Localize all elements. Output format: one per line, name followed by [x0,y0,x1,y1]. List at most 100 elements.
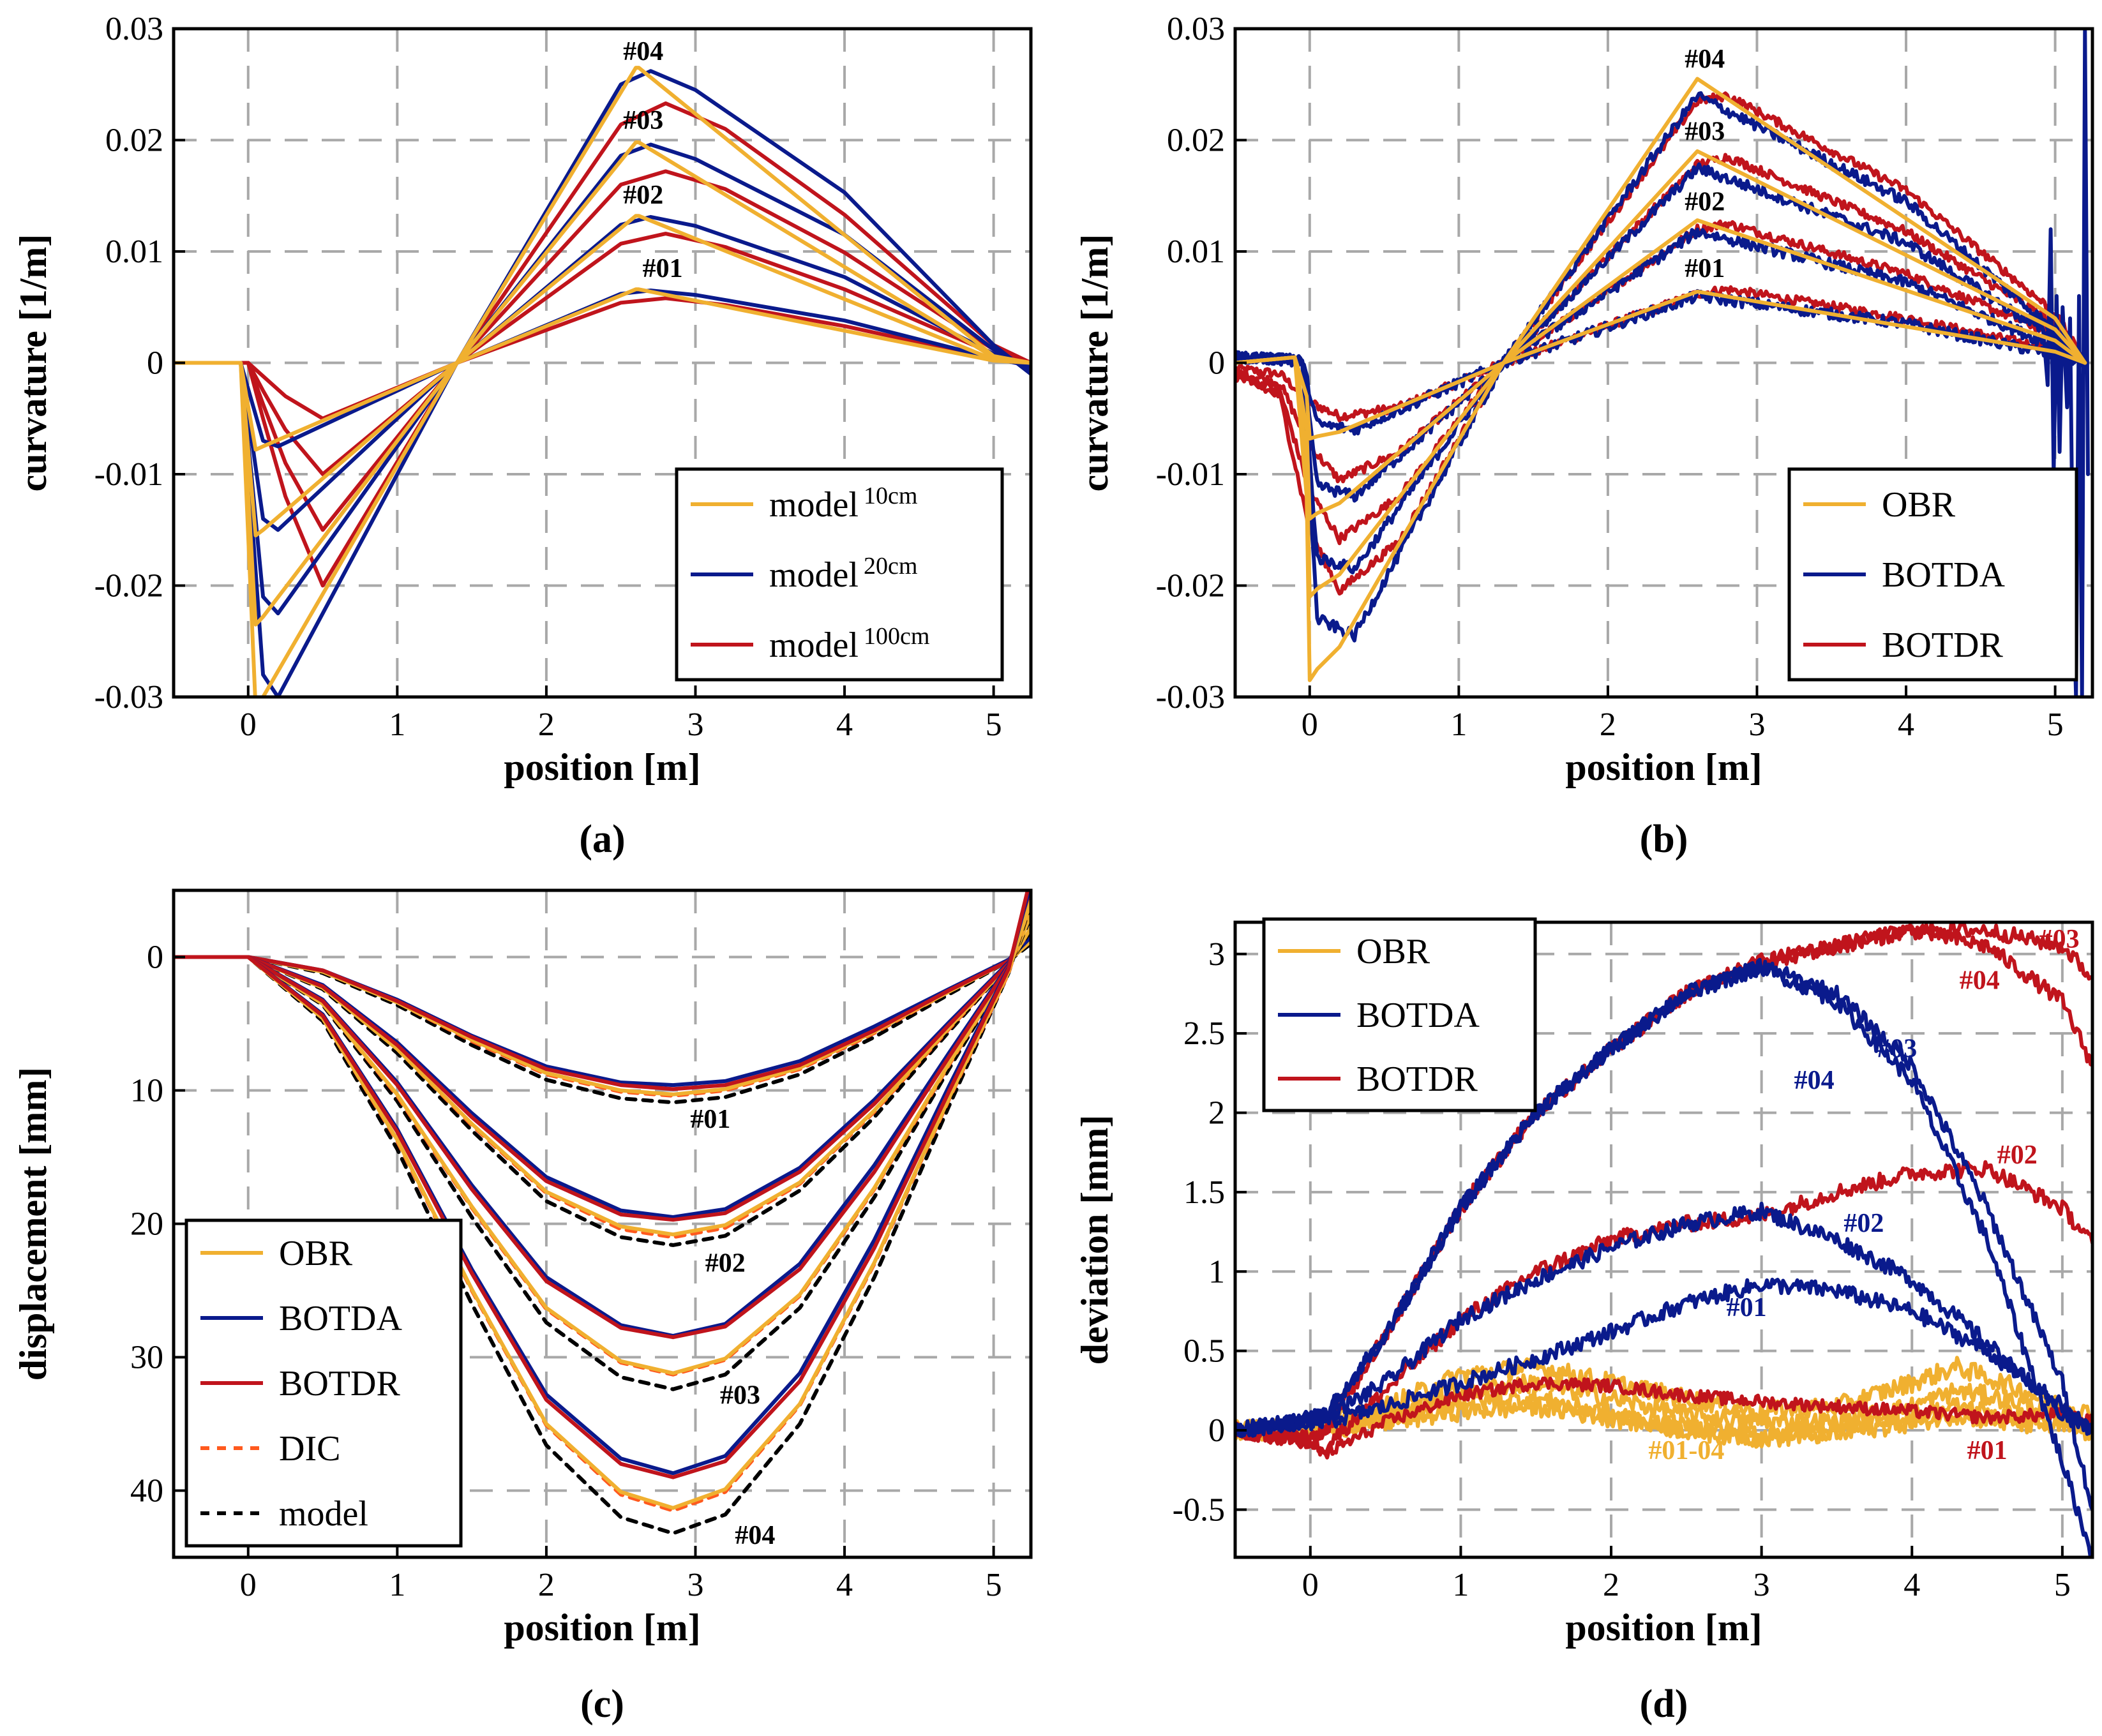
data-label: #04 [1960,966,2000,995]
series-line [1235,1201,2092,1438]
series-line [2041,29,2090,697]
series-line [174,66,1031,697]
data-label: #02 [1997,1141,2038,1170]
data-label: #04 [623,37,663,66]
x-tick-label: 4 [836,707,853,743]
series-group [1235,29,2090,697]
y-axis-label: displacement [mm] [12,1067,54,1381]
series-line [174,935,1031,1088]
data-label: #03 [2039,925,2080,954]
x-tick-label: 2 [538,1567,555,1603]
y-tick-label: 0 [147,939,163,976]
series-line [1235,77,2087,682]
series-line [1235,227,2087,503]
panel-caption: (a) [579,818,625,861]
series-group [174,66,1031,697]
legend-label: BOTDR [1882,625,2003,665]
y-tick-label: 0 [1208,1412,1225,1449]
y-tick-label: 0 [1208,345,1225,382]
series-line [174,169,1031,532]
legend-label: OBR [1356,932,1430,971]
data-label: #01-04 [1648,1436,1724,1465]
panel-caption: (b) [1640,818,1688,861]
data-label: #03 [1685,117,1725,147]
y-tick-label: 40 [130,1473,163,1509]
series-line [1235,961,2092,1512]
x-axis-label: position [m] [1565,746,1762,788]
series-line [174,908,1031,1222]
series-line [174,901,1031,1536]
x-axis-label: position [m] [504,746,700,788]
x-tick-label: 1 [1452,1567,1469,1603]
y-tick-label: 10 [130,1073,163,1109]
legend-label-superscript: 100cm [864,623,929,650]
x-tick-label: 5 [986,1567,1002,1603]
x-tick-label: 4 [836,1567,853,1603]
y-tick-label: 0.01 [105,234,163,270]
y-axis-label: curvature [1/m] [12,234,54,492]
data-label: #03 [720,1381,760,1410]
y-axis-label: curvature [1/m] [1074,234,1116,492]
x-tick-label: 0 [1302,707,1318,743]
series-line [1235,1277,2092,1437]
series-line [1235,957,2092,1557]
series-group [174,890,1031,1536]
x-tick-label: 4 [1903,1567,1920,1603]
panel-caption: (d) [1640,1682,1688,1726]
chart-panel-c: 0 1 2 3 4 5 0 10 20 30 40 position [m] displacement … [12,888,1033,1726]
x-tick-label: 4 [1898,707,1914,743]
legend-label-superscript: 10cm [864,483,917,509]
x-tick-label: 5 [2054,1567,2071,1603]
x-tick-label: 2 [1600,707,1616,743]
series-line [174,214,1031,532]
series-line [1235,1376,2092,1460]
series-line [174,928,1031,1091]
y-tick-label: 2 [1208,1095,1225,1132]
x-tick-label: 3 [687,1567,703,1603]
series-line [1235,1160,2092,1455]
panel-caption: (c) [580,1682,624,1726]
y-tick-label: -0.03 [94,679,163,715]
series-line [174,296,1031,421]
y-tick-label: 20 [130,1206,163,1243]
x-tick-label: 1 [389,707,405,743]
x-tick-label: 0 [1302,1567,1319,1603]
y-tick-label: -0.01 [1156,456,1225,493]
series-line [1235,91,2087,643]
legend-label: model [279,1494,368,1534]
legend-label: BOTDR [1356,1059,1478,1099]
y-tick-label: 0.02 [105,123,163,159]
y-tick-label: 0.02 [1167,123,1225,159]
y-tick-label: 0 [147,345,163,382]
data-label: #01 [643,254,683,283]
legend-label-superscript: 20cm [864,553,917,580]
chart-panel-b: 0 1 2 3 4 5 -0.03 -0.02 -0.01 0 0.01 0.02 0.03 positi… [1074,11,2094,861]
legend: OBR BOTDA BOTDR [1262,917,1537,1112]
data-label: #01 [1685,254,1725,283]
data-label: #03 [1877,1034,1917,1063]
data-label: #04 [1685,45,1725,74]
y-tick-label: 3 [1208,936,1225,973]
y-tick-label: 30 [130,1340,163,1376]
y-tick-label: 0.5 [1183,1333,1225,1370]
legend: OBR BOTDA BOTDR DIC model [184,1218,463,1548]
data-label: #02 [705,1249,746,1278]
legend-label: BOTDA [1356,996,1480,1035]
data-label: #01 [1967,1436,2008,1465]
y-tick-label: -0.02 [1156,568,1225,604]
series-line [174,890,1030,1479]
y-tick-label: -0.03 [1156,679,1225,715]
y-tick-label: 0.03 [1167,11,1225,47]
data-label: #04 [735,1521,775,1550]
x-tick-label: 2 [1603,1567,1619,1603]
data-label: #01 [1727,1293,1767,1322]
y-tick-label: 0.03 [105,11,163,47]
series-line [174,101,1031,588]
legend-label: BOTDR [279,1364,400,1403]
data-label: #03 [623,106,663,135]
legend-label: model 100cm [769,623,929,665]
legend-label: DIC [279,1429,340,1469]
y-tick-label: 1 [1208,1253,1225,1290]
